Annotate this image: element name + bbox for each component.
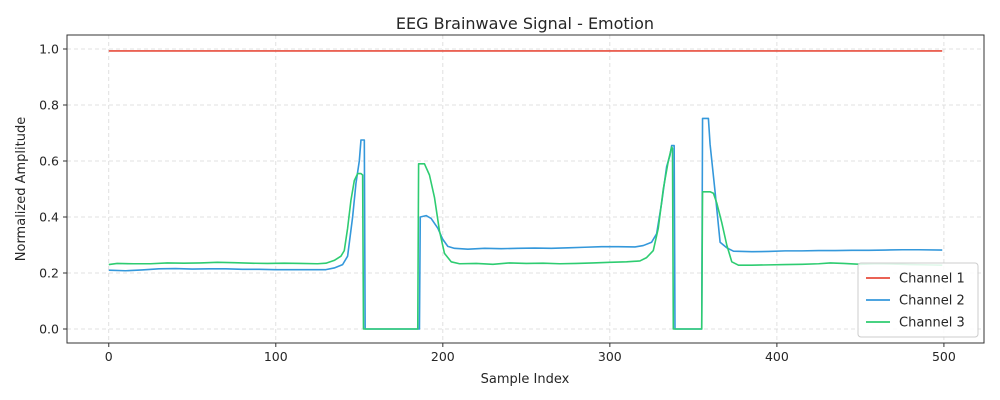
series-line-channel-2 <box>108 117 943 330</box>
y-tick-label: 0.8 <box>39 98 59 113</box>
x-tick-label: 500 <box>932 349 956 364</box>
legend-label-channel-1: Channel 1 <box>899 272 965 287</box>
x-tick-label: 400 <box>765 349 789 364</box>
chart-title: EEG Brainwave Signal - Emotion <box>396 14 654 33</box>
x-tick-label: 300 <box>598 349 622 364</box>
plot-frame <box>66 34 985 344</box>
y-tick-label: 0.6 <box>39 154 59 169</box>
legend-label-channel-2: Channel 2 <box>899 294 965 309</box>
x-axis-label: Sample Index <box>481 372 570 387</box>
legend: Channel 1 Channel 2 Channel 3 <box>857 262 979 338</box>
legend-label-channel-3: Channel 3 <box>899 316 965 331</box>
y-tick-label: 0.2 <box>39 266 59 281</box>
legend-box <box>857 262 979 338</box>
y-tick-label: 0.0 <box>39 322 59 337</box>
grid <box>67 35 984 343</box>
y-tick-label: 1.0 <box>39 42 59 57</box>
series-line-channel-3 <box>108 146 943 330</box>
x-tick-label: 200 <box>431 349 455 364</box>
x-tick-label: 100 <box>264 349 288 364</box>
y-axis-label: Normalized Amplitude <box>14 117 29 261</box>
y-axis: 0.0 0.2 0.4 0.6 0.8 1.0 <box>39 42 67 337</box>
x-axis: 0 100 200 300 400 500 <box>105 343 956 364</box>
y-tick-label: 0.4 <box>39 210 59 225</box>
x-tick-label: 0 <box>105 349 113 364</box>
series-layer <box>108 50 943 330</box>
